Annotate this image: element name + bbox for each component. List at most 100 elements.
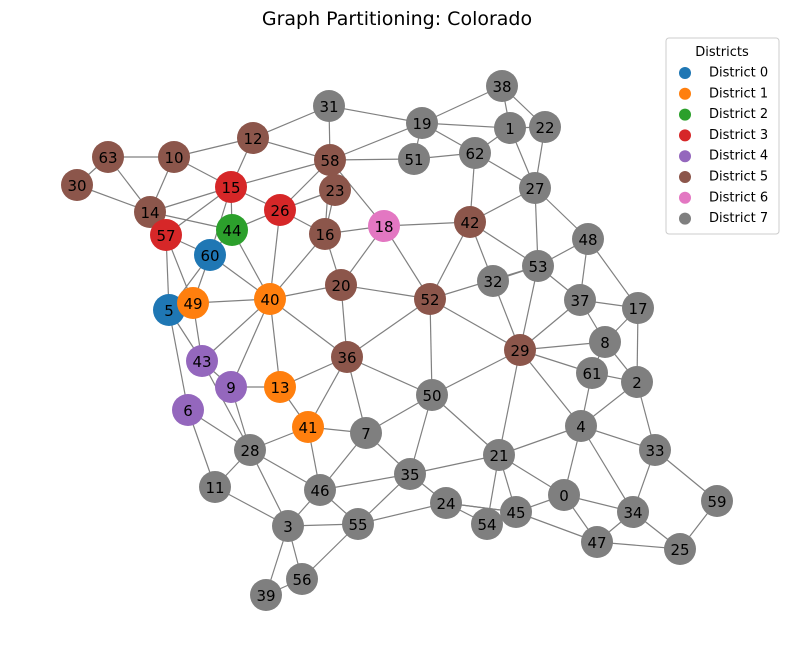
node-circle-7 <box>350 417 382 449</box>
node-label-53: 53 <box>528 258 547 276</box>
legend-label-5: District 5 <box>709 170 768 185</box>
node-label-22: 22 <box>535 119 554 137</box>
node-circle-56 <box>286 563 318 595</box>
node-circle-62 <box>459 137 491 169</box>
node-circle-55 <box>342 508 374 540</box>
node-0: 0 <box>548 479 580 511</box>
node-label-40: 40 <box>260 291 279 309</box>
node-label-26: 26 <box>270 202 289 220</box>
node-label-31: 31 <box>319 98 338 116</box>
node-6: 6 <box>172 394 204 426</box>
legend-entry-district-1: District 1 <box>679 86 768 101</box>
node-2: 2 <box>621 366 653 398</box>
node-label-47: 47 <box>587 534 606 552</box>
node-label-59: 59 <box>707 493 726 511</box>
node-circle-36 <box>331 341 363 373</box>
edge-52-36 <box>346 298 431 358</box>
node-57: 57 <box>150 219 182 251</box>
node-circle-33 <box>639 434 671 466</box>
node-circle-30 <box>61 169 93 201</box>
node-circle-53 <box>522 250 554 282</box>
node-circle-29 <box>504 334 536 366</box>
node-circle-17 <box>622 292 654 324</box>
node-label-18: 18 <box>374 218 393 236</box>
nodes-layer: 0123456789101112131415161718192021222324… <box>61 70 733 611</box>
node-label-28: 28 <box>240 442 259 460</box>
node-22: 22 <box>529 111 561 143</box>
node-circle-14 <box>134 196 166 228</box>
edge-43-28 <box>201 360 251 451</box>
node-label-30: 30 <box>67 177 86 195</box>
legend-marker-7 <box>679 212 691 225</box>
node-label-13: 13 <box>270 379 289 397</box>
node-label-48: 48 <box>578 231 597 249</box>
node-31: 31 <box>313 90 345 122</box>
legend: Districts District 0 District 1 District 2… <box>665 37 780 235</box>
node-label-46: 46 <box>310 482 329 500</box>
node-45: 45 <box>500 496 532 528</box>
node-circle-15 <box>215 171 247 203</box>
node-17: 17 <box>622 292 654 324</box>
node-label-35: 35 <box>400 466 419 484</box>
legend-marker-0 <box>679 67 691 79</box>
node-58: 58 <box>314 144 346 176</box>
node-19: 19 <box>406 107 438 139</box>
edge-19-58 <box>329 122 423 161</box>
node-circle-4 <box>565 410 597 442</box>
node-54: 54 <box>471 508 503 540</box>
node-circle-50 <box>416 379 448 411</box>
node-53: 53 <box>522 250 554 282</box>
node-circle-27 <box>519 172 551 204</box>
node-circle-34 <box>617 496 649 528</box>
node-label-43: 43 <box>192 353 211 371</box>
legend-marker-6 <box>679 191 691 204</box>
node-49: 49 <box>177 287 209 319</box>
node-24: 24 <box>430 487 462 519</box>
node-label-1: 1 <box>505 120 515 138</box>
node-36: 36 <box>331 341 363 373</box>
node-circle-28 <box>234 434 266 466</box>
edge-36-40 <box>269 298 348 358</box>
node-label-60: 60 <box>200 247 219 265</box>
legend-marker-5 <box>679 171 691 183</box>
edge-52-29 <box>429 298 521 351</box>
node-label-36: 36 <box>337 349 356 367</box>
legend-label-2: District 2 <box>709 107 768 122</box>
node-circle-22 <box>529 111 561 143</box>
node-label-32: 32 <box>483 273 502 291</box>
node-circle-12 <box>237 122 269 154</box>
node-circle-0 <box>548 479 580 511</box>
legend-marker-2 <box>679 108 691 121</box>
node-label-9: 9 <box>226 379 236 397</box>
node-30: 30 <box>61 169 93 201</box>
edge-52-50 <box>429 298 433 396</box>
legend-entry-district-7: District 7 <box>679 211 768 226</box>
node-label-57: 57 <box>156 227 175 245</box>
node-circle-8 <box>589 326 621 358</box>
node-9: 9 <box>215 371 247 403</box>
legend-entry-district-4: District 4 <box>679 149 768 164</box>
node-label-62: 62 <box>465 145 484 163</box>
node-50: 50 <box>416 379 448 411</box>
node-label-0: 0 <box>559 487 569 505</box>
node-circle-11 <box>199 471 231 503</box>
node-41: 41 <box>292 411 324 443</box>
node-label-29: 29 <box>510 342 529 360</box>
node-label-55: 55 <box>348 516 367 534</box>
node-56: 56 <box>286 563 318 595</box>
node-label-20: 20 <box>331 277 350 295</box>
node-47: 47 <box>581 526 613 558</box>
node-61: 61 <box>576 357 608 389</box>
node-circle-63 <box>92 141 124 173</box>
legend-entry-district-3: District 3 <box>679 128 768 143</box>
node-circle-60 <box>194 239 226 271</box>
node-20: 20 <box>325 269 357 301</box>
node-label-52: 52 <box>420 291 439 309</box>
edge-40-9 <box>230 298 271 388</box>
node-55: 55 <box>342 508 374 540</box>
node-26: 26 <box>264 194 296 226</box>
node-7: 7 <box>350 417 382 449</box>
node-46: 46 <box>304 474 336 506</box>
legend-label-6: District 6 <box>709 190 768 205</box>
node-label-44: 44 <box>222 222 241 240</box>
